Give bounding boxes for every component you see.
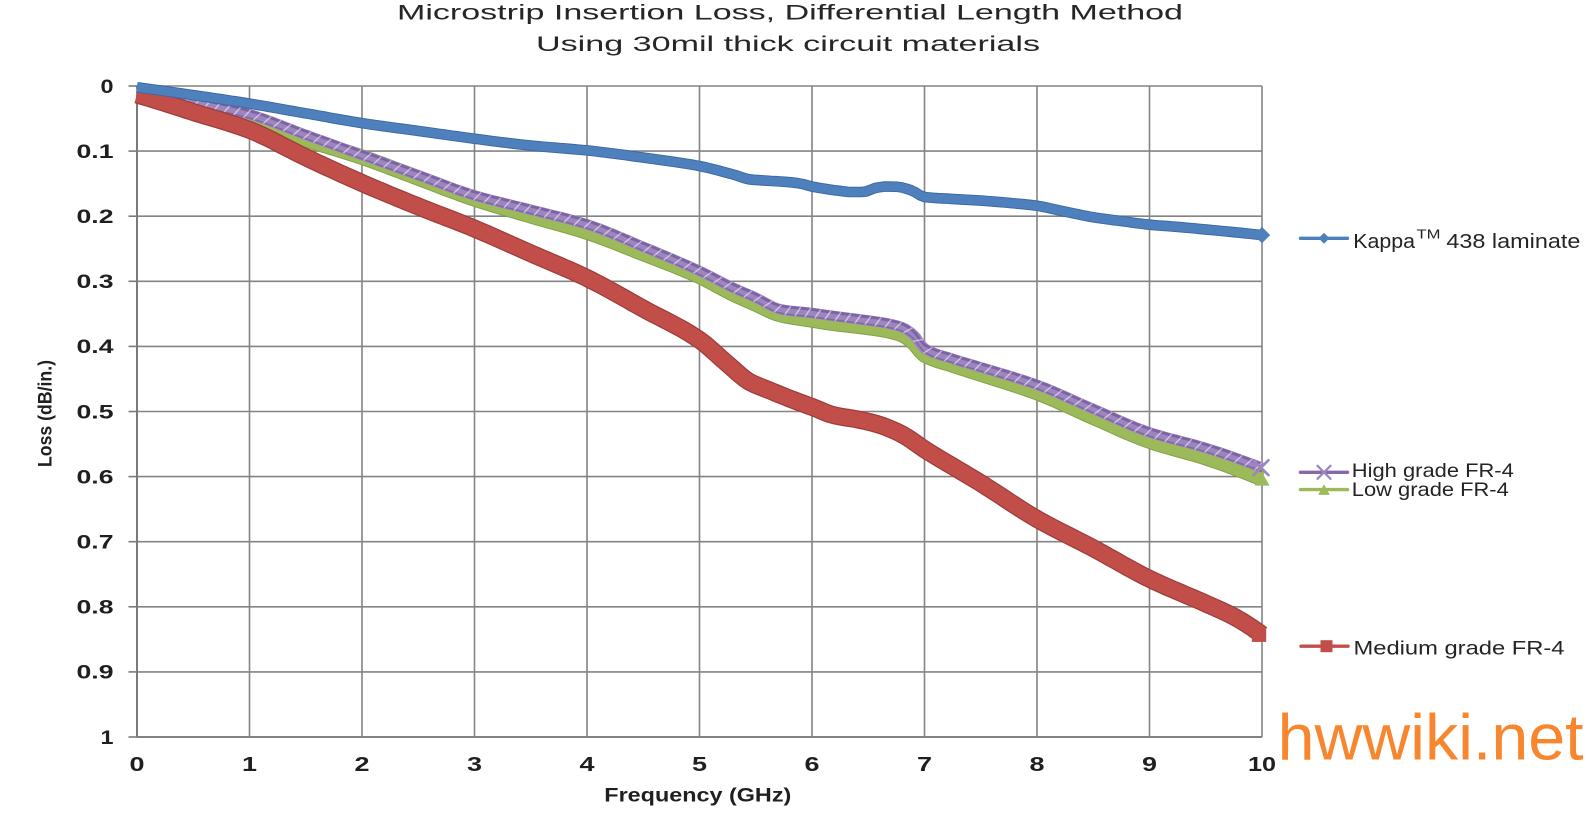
svg-text:7: 7 <box>917 754 932 776</box>
svg-text:2: 2 <box>355 754 370 776</box>
svg-text:hwwiki.net: hwwiki.net <box>1278 700 1584 773</box>
svg-text:3: 3 <box>467 754 482 776</box>
svg-text:TM: TM <box>1417 228 1441 242</box>
svg-text:438 laminate: 438 laminate <box>1446 231 1580 253</box>
svg-text:1: 1 <box>242 754 257 776</box>
svg-text:8: 8 <box>1030 754 1045 776</box>
svg-text:5: 5 <box>692 754 707 776</box>
svg-text:0: 0 <box>101 77 114 98</box>
svg-text:0.9: 0.9 <box>77 663 114 684</box>
svg-text:Kappa: Kappa <box>1353 231 1416 253</box>
svg-text:Using 30mil thick circuit mate: Using 30mil thick circuit materials <box>536 32 1040 56</box>
svg-text:6: 6 <box>805 754 820 776</box>
svg-text:0.5: 0.5 <box>77 402 115 423</box>
svg-text:10: 10 <box>1248 754 1276 776</box>
svg-text:0.3: 0.3 <box>77 272 114 293</box>
svg-text:Low grade FR-4: Low grade FR-4 <box>1352 479 1509 501</box>
svg-text:Frequency (GHz): Frequency (GHz) <box>604 786 791 807</box>
svg-text:0.4: 0.4 <box>77 337 115 358</box>
svg-text:0.8: 0.8 <box>77 598 114 619</box>
svg-text:0.1: 0.1 <box>77 142 115 163</box>
svg-text:0: 0 <box>130 754 145 776</box>
svg-text:9: 9 <box>1142 754 1157 776</box>
svg-text:High grade FR-4: High grade FR-4 <box>1352 460 1514 482</box>
svg-text:0.6: 0.6 <box>77 467 114 488</box>
svg-text:Loss (dB/in.): Loss (dB/in.) <box>36 360 57 467</box>
svg-text:1: 1 <box>101 728 115 749</box>
svg-text:4: 4 <box>580 754 596 776</box>
svg-text:Medium grade FR-4: Medium grade FR-4 <box>1354 638 1565 660</box>
svg-text:0.2: 0.2 <box>77 207 114 228</box>
svg-text:0.7: 0.7 <box>77 533 114 554</box>
svg-text:Microstrip Insertion Loss, Dif: Microstrip Insertion Loss, Differential … <box>397 1 1183 25</box>
